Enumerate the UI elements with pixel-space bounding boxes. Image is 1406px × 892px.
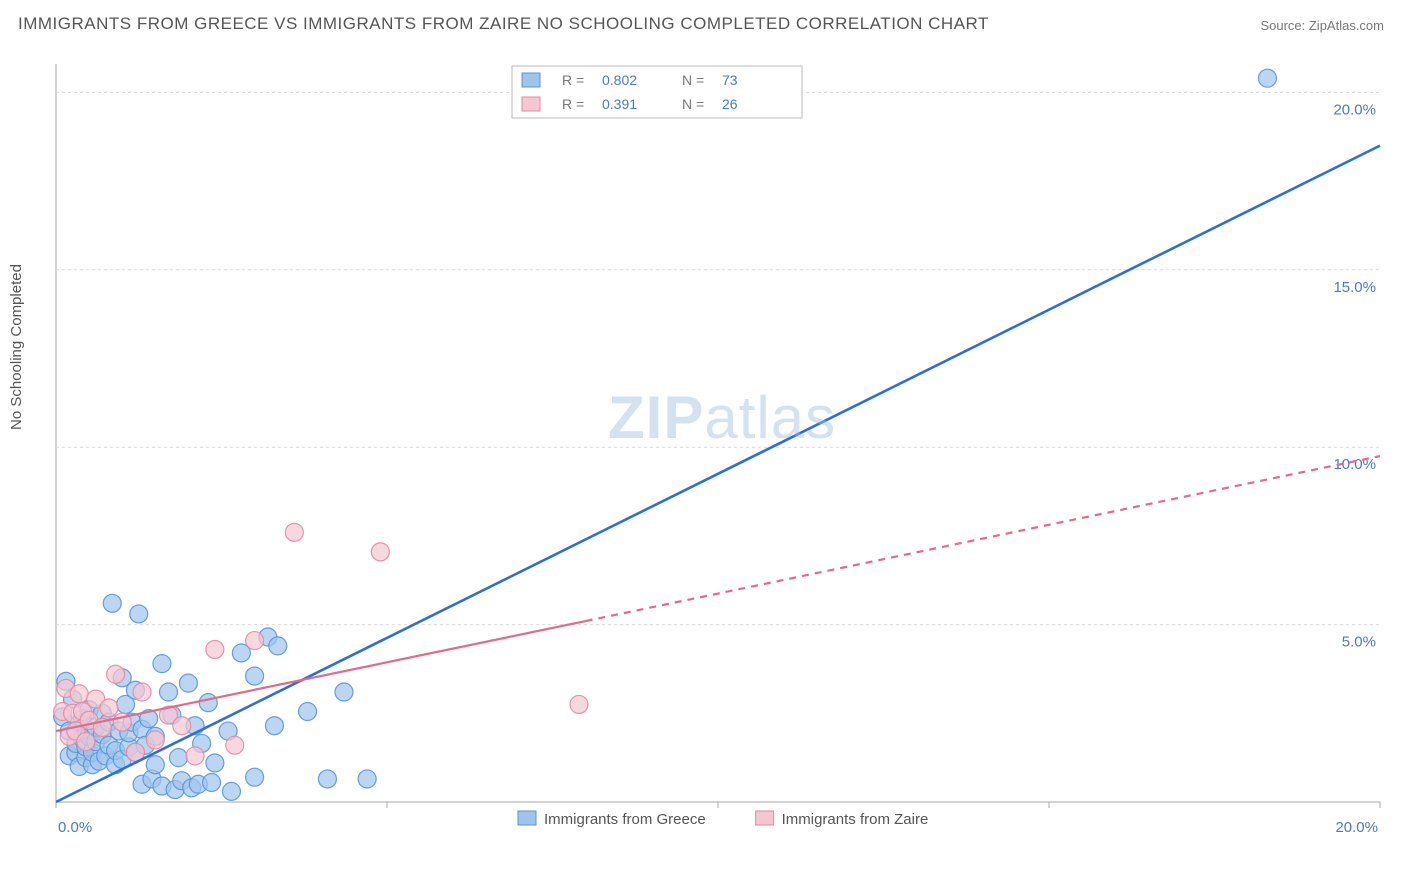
scatter-point bbox=[299, 703, 317, 721]
scatter-point bbox=[226, 736, 244, 754]
scatter-point bbox=[169, 749, 187, 767]
scatter-point bbox=[179, 674, 197, 692]
scatter-point bbox=[173, 717, 191, 735]
legend-r-value: 0.802 bbox=[602, 72, 637, 88]
scatter-point bbox=[246, 768, 264, 786]
svg-text:0.0%: 0.0% bbox=[58, 819, 92, 836]
scatter-chart-svg: 5.0%10.0%15.0%20.0%0.0%20.0%R =0.802N =7… bbox=[52, 60, 1388, 838]
scatter-point bbox=[371, 543, 389, 561]
svg-text:20.0%: 20.0% bbox=[1333, 101, 1376, 118]
scatter-point bbox=[269, 637, 287, 655]
scatter-point bbox=[107, 665, 125, 683]
regression-line bbox=[56, 146, 1380, 802]
legend-r-value: 0.391 bbox=[602, 96, 637, 112]
scatter-point bbox=[103, 594, 121, 612]
legend-n-value: 73 bbox=[722, 72, 738, 88]
scatter-point bbox=[70, 685, 88, 703]
scatter-point bbox=[203, 773, 221, 791]
legend-n-value: 26 bbox=[722, 96, 738, 112]
scatter-point bbox=[100, 699, 118, 717]
scatter-point bbox=[206, 754, 224, 772]
scatter-point bbox=[246, 667, 264, 685]
scatter-point bbox=[146, 731, 164, 749]
scatter-point bbox=[1258, 69, 1276, 87]
y-axis-label: No Schooling Completed bbox=[8, 264, 25, 430]
svg-text:5.0%: 5.0% bbox=[1342, 634, 1376, 651]
scatter-point bbox=[358, 770, 376, 788]
chart-area: 5.0%10.0%15.0%20.0%0.0%20.0%R =0.802N =7… bbox=[52, 60, 1388, 838]
series-label: Immigrants from Zaire bbox=[782, 811, 929, 828]
svg-text:15.0%: 15.0% bbox=[1333, 279, 1376, 296]
legend-n-label: N = bbox=[682, 96, 704, 112]
scatter-point bbox=[206, 640, 224, 658]
scatter-point bbox=[77, 733, 95, 751]
legend-swatch bbox=[522, 97, 540, 111]
legend-r-label: R = bbox=[562, 96, 584, 112]
legend-swatch bbox=[522, 73, 540, 87]
source-label: Source: bbox=[1260, 18, 1308, 33]
chart-title: IMMIGRANTS FROM GREECE VS IMMIGRANTS FRO… bbox=[18, 14, 989, 34]
legend-n-label: N = bbox=[682, 72, 704, 88]
svg-text:20.0%: 20.0% bbox=[1335, 819, 1378, 836]
scatter-point bbox=[199, 694, 217, 712]
scatter-point bbox=[222, 782, 240, 800]
series-swatch bbox=[518, 811, 536, 825]
scatter-point bbox=[335, 683, 353, 701]
series-label: Immigrants from Greece bbox=[544, 811, 706, 828]
stats-legend-box bbox=[512, 66, 802, 118]
scatter-point bbox=[130, 605, 148, 623]
scatter-point bbox=[153, 655, 171, 673]
series-swatch bbox=[756, 811, 774, 825]
scatter-point bbox=[285, 523, 303, 541]
scatter-point bbox=[318, 770, 336, 788]
scatter-point bbox=[246, 632, 264, 650]
scatter-point bbox=[146, 756, 164, 774]
scatter-point bbox=[160, 683, 178, 701]
regression-line bbox=[56, 621, 586, 731]
source-attribution: Source: ZipAtlas.com bbox=[1260, 18, 1384, 33]
scatter-point bbox=[186, 747, 204, 765]
scatter-point bbox=[265, 717, 283, 735]
scatter-point bbox=[570, 695, 588, 713]
legend-r-label: R = bbox=[562, 72, 584, 88]
source-link[interactable]: ZipAtlas.com bbox=[1309, 18, 1384, 33]
scatter-point bbox=[133, 683, 151, 701]
